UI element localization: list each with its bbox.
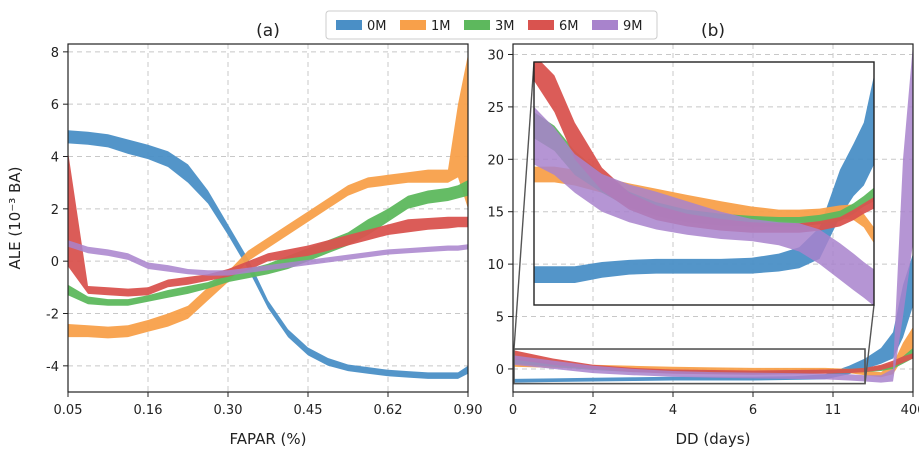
x-tick-label: 0.62 [374, 403, 403, 418]
x-tick-label: 0.45 [294, 403, 323, 418]
panel-a-ale-vs-fapar: 0.05 0.16 0.30 0.45 0.62 0.90 -4 -2 0 2 4 6 8 (a) FAPA… [6, 21, 482, 448]
legend-entry-1m: 1M [400, 19, 451, 34]
legend-entry-3m: 3M [464, 19, 515, 34]
x-tick-label: 4 [669, 403, 677, 418]
series-band-1m [513, 327, 913, 378]
legend-entry-0m: 0M [336, 19, 387, 34]
inset-connector-line [513, 61, 535, 350]
legend-swatch-1m [400, 20, 426, 30]
y-tick-label: 15 [487, 206, 504, 221]
series-band-3m [68, 180, 468, 306]
x-tick-label: 406 [901, 403, 919, 418]
panel-b-x-axis-label: DD (days) [676, 430, 751, 448]
legend-entry-9m: 9M [592, 19, 643, 34]
y-tick-label: 2 [51, 203, 59, 218]
panel-b-ticks: 0 2 4 6 11 406 0 5 10 15 20 25 30 [487, 48, 919, 418]
inset-series-band-9m [534, 106, 874, 305]
legend-label: 1M [431, 19, 451, 34]
y-tick-label: 20 [487, 153, 504, 168]
x-tick-label: 11 [825, 403, 842, 418]
panel-a-y-axis-label: ALE (10⁻³ BA) [6, 167, 24, 270]
y-tick-label: 25 [487, 101, 504, 116]
inset-frame [533, 61, 875, 306]
inset-connector-line [864, 304, 875, 384]
x-tick-label: 6 [749, 403, 757, 418]
y-tick-label: -2 [46, 308, 59, 323]
series-band-9m [68, 240, 468, 276]
y-tick-label: 5 [496, 311, 504, 326]
legend-entry-6m: 6M [528, 19, 579, 34]
legend-swatch-9m [592, 20, 618, 30]
y-tick-label: 0 [51, 255, 59, 270]
inset-zoom [533, 61, 875, 306]
x-tick-label: 0.16 [134, 403, 163, 418]
panel-a-title: (a) [256, 21, 280, 41]
legend-swatch-3m [464, 20, 490, 30]
legend-label: 6M [559, 19, 579, 34]
legend-label: 0M [367, 19, 387, 34]
panel-b-ale-vs-dd: 0 2 4 6 11 406 0 5 10 15 20 25 30 (b) DD (days) [487, 21, 919, 448]
panel-a-x-axis-label: FAPAR (%) [229, 430, 306, 448]
panel-a-ticks: 0.05 0.16 0.30 0.45 0.62 0.90 -4 -2 0 2 4 6 8 [46, 46, 482, 418]
x-tick-label: 0.30 [214, 403, 243, 418]
legend-swatch-0m [336, 20, 362, 30]
y-tick-label: 10 [487, 258, 504, 273]
panel-a-axes-frame [67, 43, 469, 393]
panel-b-title: (b) [701, 21, 725, 41]
y-tick-label: 6 [51, 98, 59, 113]
legend: 0M 1M 3M 6M 9M [325, 10, 658, 40]
panel-b-series [513, 44, 913, 383]
legend-label: 3M [495, 19, 515, 34]
panel-a-grid [67, 44, 469, 392]
y-tick-label: 30 [487, 48, 504, 63]
legend-box [325, 10, 658, 40]
y-tick-label: 8 [51, 46, 59, 61]
panel-a-series [68, 54, 468, 379]
x-tick-label: 0.05 [54, 403, 83, 418]
y-tick-label: 4 [51, 151, 59, 166]
panel-b-axes-frame [512, 43, 914, 393]
legend-label: 9M [623, 19, 643, 34]
legend-swatch-6m [528, 20, 554, 30]
x-tick-label: 0 [509, 403, 517, 418]
series-band-6m [513, 350, 913, 375]
x-tick-label: 2 [589, 403, 597, 418]
y-tick-label: 0 [496, 363, 504, 378]
inset-source-rectangle [513, 348, 866, 385]
y-tick-label: -4 [46, 360, 59, 375]
x-tick-label: 0.90 [454, 403, 483, 418]
